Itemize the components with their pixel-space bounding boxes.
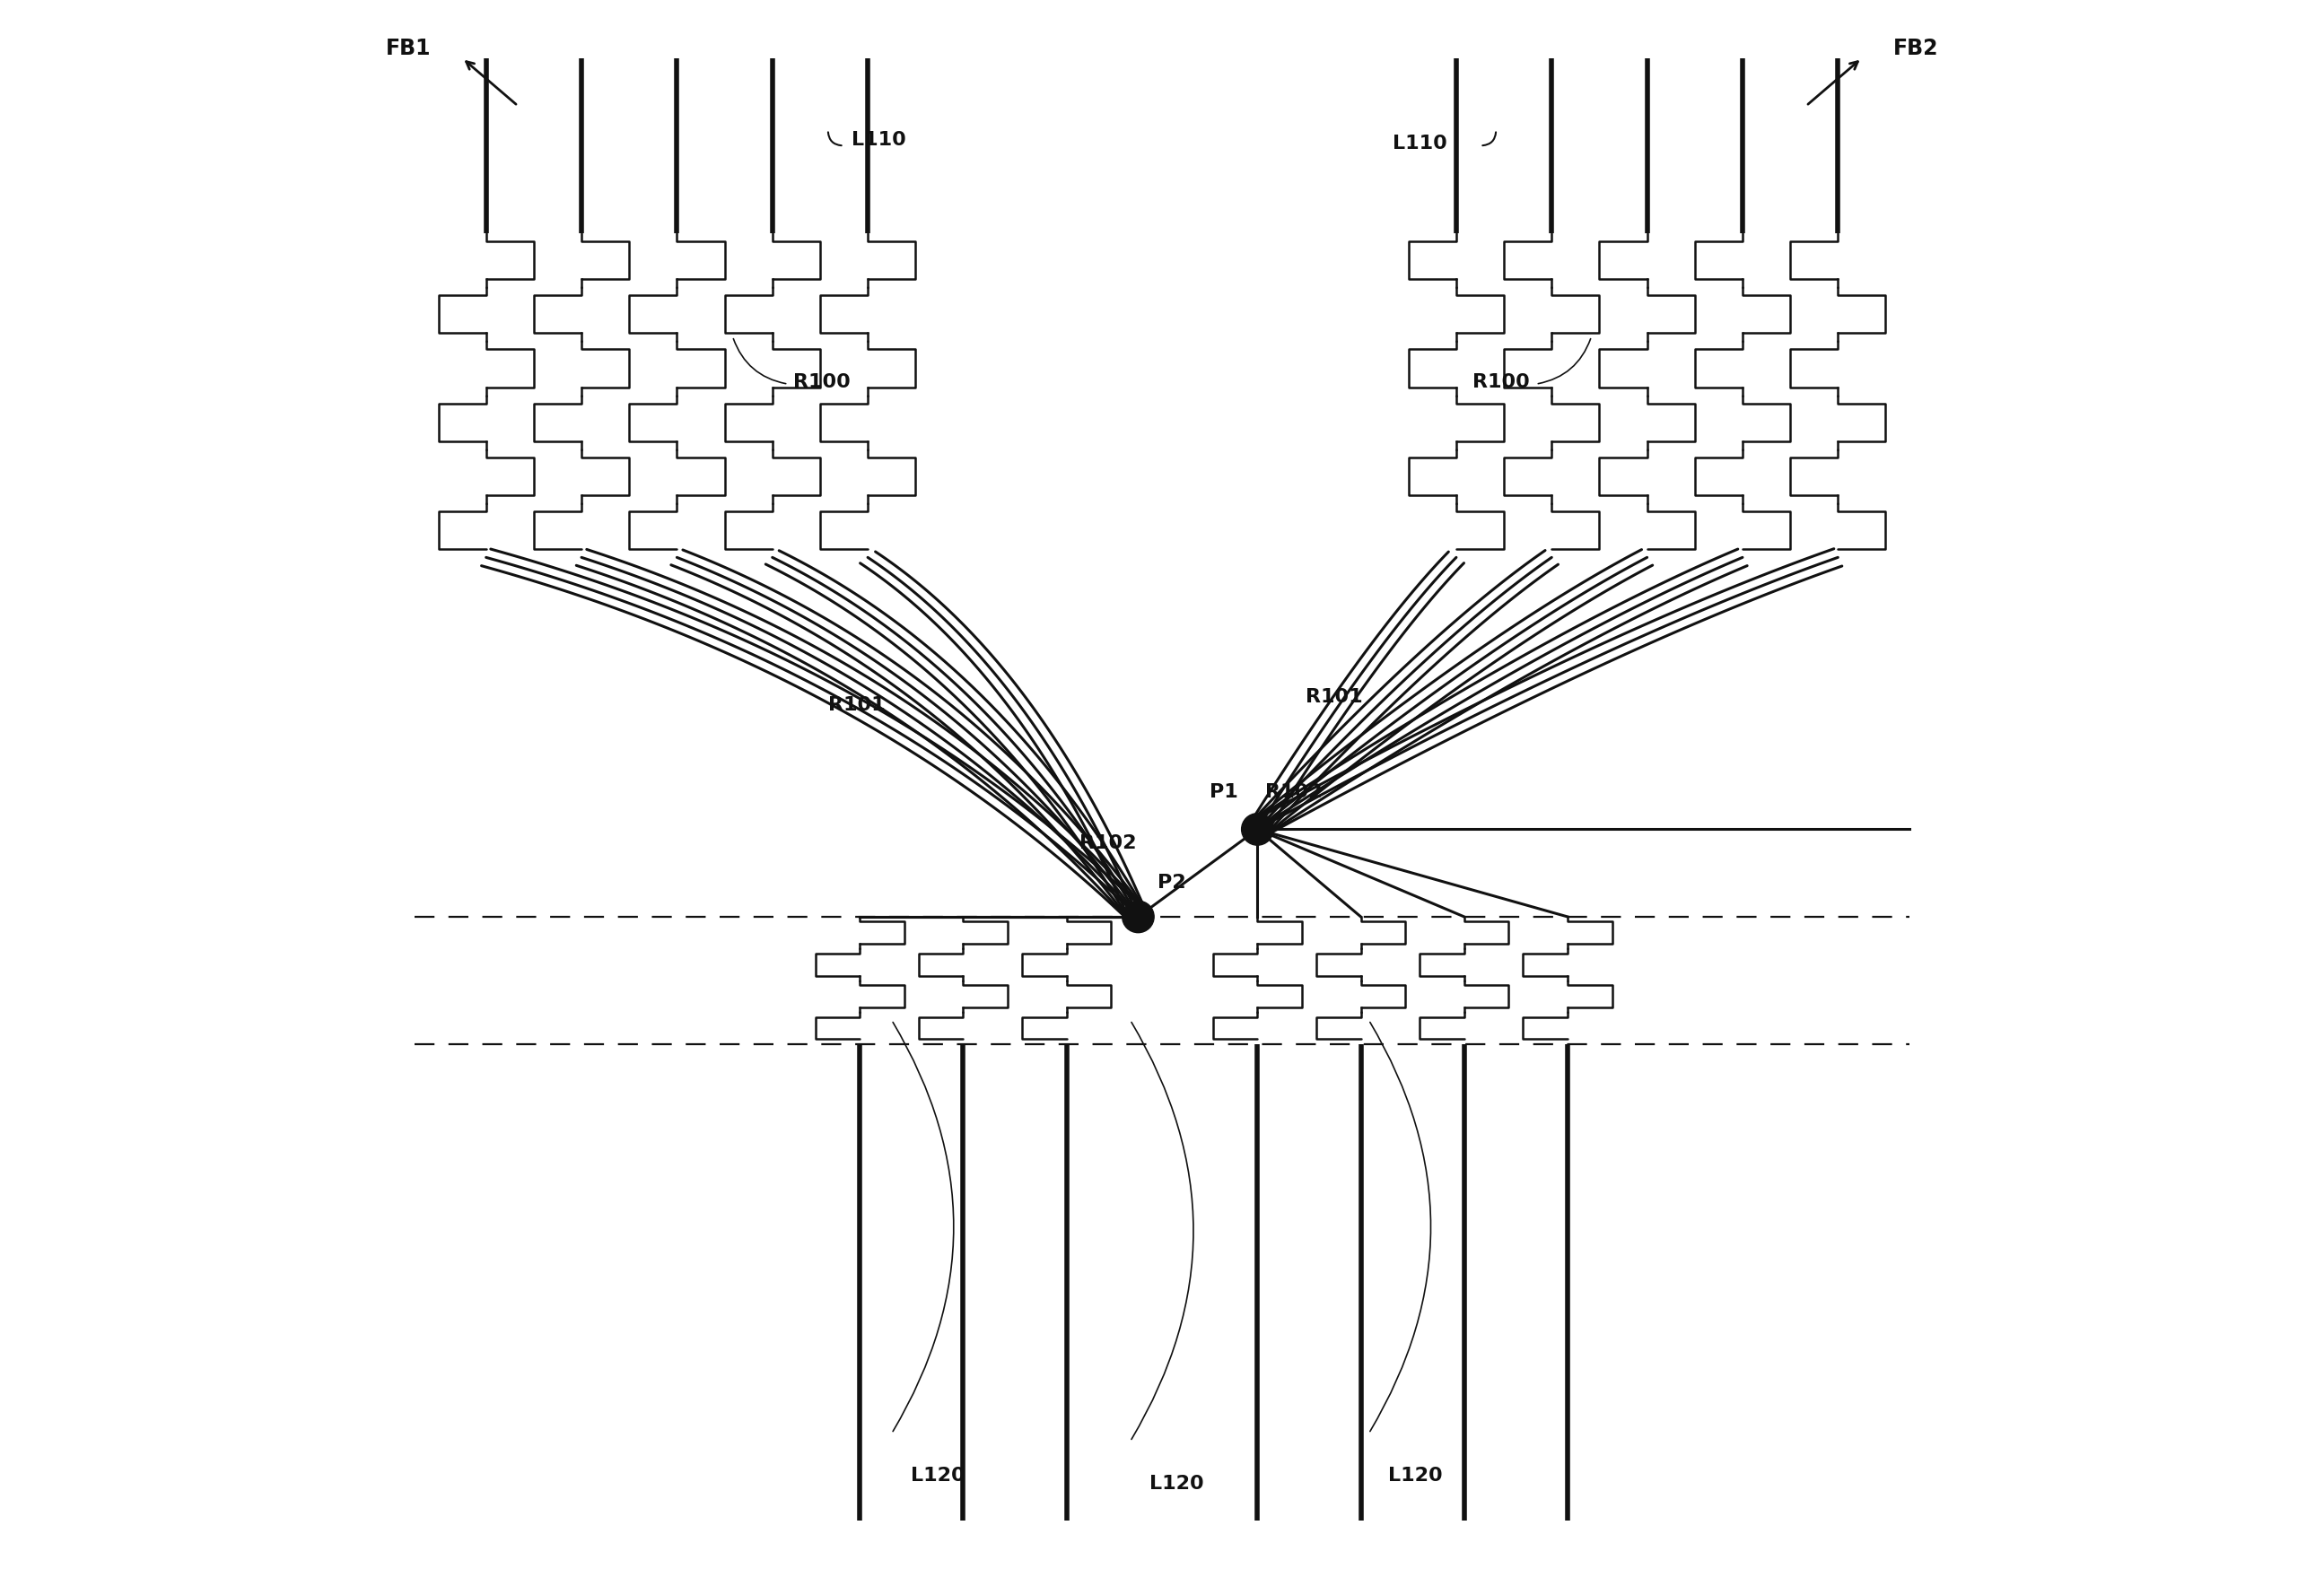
Text: L120: L120: [911, 1467, 964, 1485]
Text: L120: L120: [1150, 1475, 1204, 1493]
Text: L120: L120: [1387, 1467, 1443, 1485]
Text: P2: P2: [1157, 874, 1185, 892]
Text: P1: P1: [1211, 783, 1239, 801]
Text: R101: R101: [827, 695, 885, 713]
Text: FB2: FB2: [1892, 37, 1938, 59]
Text: R101: R101: [1306, 687, 1362, 705]
Circle shape: [1241, 813, 1274, 845]
Text: R100: R100: [792, 373, 851, 391]
Text: R102: R102: [1264, 783, 1322, 801]
Text: L110: L110: [1392, 134, 1448, 153]
Text: R102: R102: [1078, 834, 1136, 852]
Text: L110: L110: [853, 131, 906, 150]
Text: FB1: FB1: [386, 37, 432, 59]
Text: R100: R100: [1471, 373, 1529, 391]
Circle shape: [1122, 901, 1155, 933]
